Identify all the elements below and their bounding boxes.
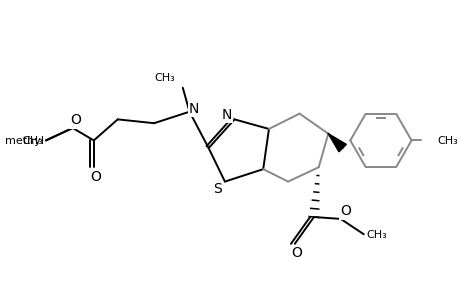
Text: O: O [291, 246, 302, 260]
Text: N: N [221, 108, 231, 122]
Text: CH₃: CH₃ [366, 230, 386, 240]
Text: CH₃: CH₃ [437, 136, 457, 146]
Text: CH₃: CH₃ [22, 136, 43, 146]
Text: CH₃: CH₃ [154, 73, 175, 83]
Text: O: O [339, 204, 350, 218]
Polygon shape [328, 134, 346, 152]
Text: N: N [189, 102, 199, 116]
Text: S: S [213, 182, 221, 196]
Text: methyl: methyl [5, 136, 44, 146]
Text: O: O [70, 113, 81, 127]
Text: O: O [90, 170, 101, 184]
